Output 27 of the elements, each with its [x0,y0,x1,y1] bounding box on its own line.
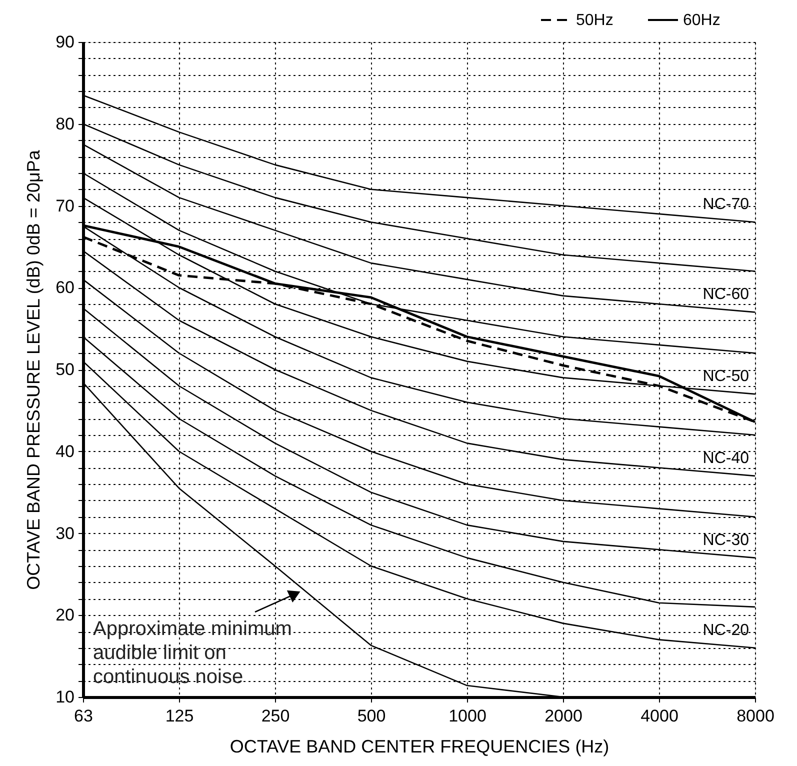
legend-label: 60Hz [683,12,720,29]
y-tick-label: 60 [56,278,74,298]
y-tick-label: 10 [56,688,74,706]
y-axis-title: OCTAVE BAND PRESSURE LEVEL (dB) 0dB = 20μPa [24,149,44,590]
x-tick-label: 1000 [448,706,486,726]
annotation: Approximate minimum audible limit on continuous noise [93,618,292,688]
annotation: NC-30 [702,532,750,549]
x-tick-label: 125 [165,706,194,726]
x-tick-label: 8000 [736,706,774,726]
y-tick-label: 80 [56,114,74,134]
x-tick-label: 2000 [544,706,582,726]
annotation: NC-40 [702,450,750,467]
x-tick-label: 4000 [640,706,678,726]
y-tick-label: 20 [56,606,74,625]
y-tick-label: 90 [56,32,74,52]
legend-label: 50Hz [576,12,614,29]
annotation: NC-70 [702,196,750,214]
x-axis-title: OCTAVE BAND CENTER FREQUENCIES (Hz) [230,736,610,756]
x-tick-label: 500 [357,706,386,726]
x-tick-label: 250 [261,706,290,726]
y-tick-label: 40 [56,442,74,461]
annotation: NC-60 [702,286,750,304]
y-tick-label: 30 [56,524,74,543]
annotation: NC-20 [702,622,750,639]
x-tick-label: 63 [74,706,93,726]
y-tick-label: 50 [56,360,74,379]
y-tick-label: 70 [56,196,74,216]
